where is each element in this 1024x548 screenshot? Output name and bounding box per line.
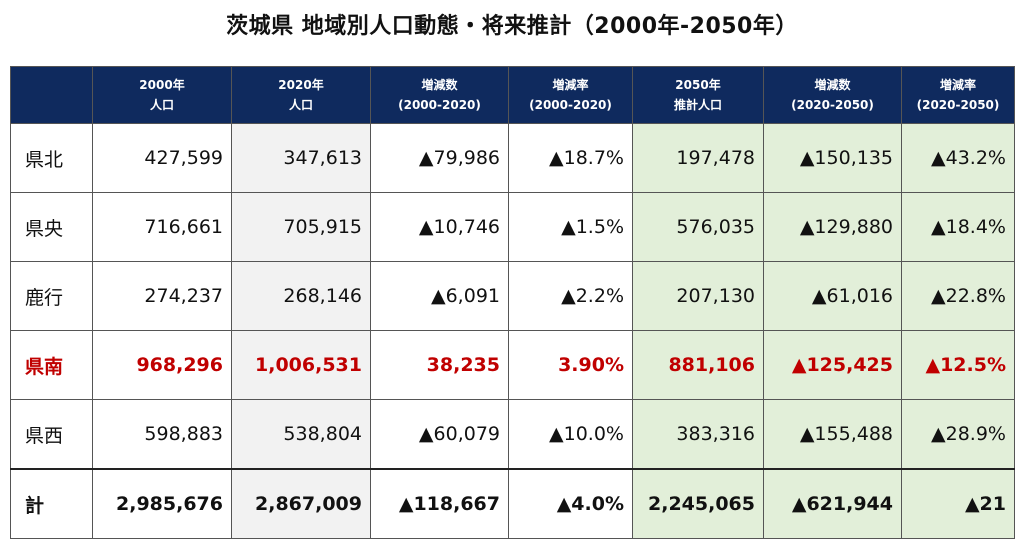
table-cell: ▲150,135 (763, 123, 902, 193)
table-cell: ▲18.4% (901, 192, 1015, 262)
table-cell: ▲6,091 (370, 261, 509, 331)
table-cell: 207,130 (632, 261, 764, 331)
page-title: 茨城県 地域別人口動態・将来推計（2000年-2050年） (226, 14, 798, 39)
table-cell: 268,146 (231, 261, 371, 331)
table-cell: ▲1.5% (508, 192, 633, 262)
table-cell: ▲18.7% (508, 123, 633, 193)
header-cell: 増減数 (2020-2050) (763, 66, 902, 124)
row-label: 計 (10, 468, 93, 539)
table-cell: ▲21 (901, 468, 1015, 539)
table-cell: 383,316 (632, 399, 764, 470)
table-cell: ▲2.2% (508, 261, 633, 331)
header-cell: 2000年 人口 (92, 66, 232, 124)
table-cell: ▲79,986 (370, 123, 509, 193)
table-cell: 968,296 (92, 330, 232, 400)
table-cell: ▲4.0% (508, 468, 633, 539)
table-cell: ▲12.5% (901, 330, 1015, 400)
table-cell: 538,804 (231, 399, 371, 470)
table-cell: 38,235 (370, 330, 509, 400)
table-cell: 2,245,065 (632, 468, 764, 539)
table-header-row: 2000年 人口 2020年 人口 増減数 (2000-2020) 増減率 (2000-… (10, 66, 1015, 124)
header-cell: 増減率 (2020-2050) (901, 66, 1015, 124)
row-label: 鹿行 (10, 261, 93, 331)
table-row: 県央 716,661 705,915 ▲10,746 ▲1.5% 576,035… (10, 192, 1015, 262)
table-cell: ▲43.2% (901, 123, 1015, 193)
header-cell: 2020年 人口 (231, 66, 371, 124)
table-row: 県北 427,599 347,613 ▲79,986 ▲18.7% 197,47… (10, 123, 1015, 193)
table-row-total: 計 2,985,676 2,867,009 ▲118,667 ▲4.0% 2,2… (10, 468, 1015, 539)
table-cell: ▲60,079 (370, 399, 509, 470)
table-row: 鹿行 274,237 268,146 ▲6,091 ▲2.2% 207,130 … (10, 261, 1015, 331)
row-label: 県北 (10, 123, 93, 193)
row-label: 県央 (10, 192, 93, 262)
table-row-highlighted: 県南 968,296 1,006,531 38,235 3.90% 881,10… (10, 330, 1015, 400)
header-cell (10, 66, 93, 124)
table-cell: 1,006,531 (231, 330, 371, 400)
table-cell: ▲129,880 (763, 192, 902, 262)
table-cell: ▲61,016 (763, 261, 902, 331)
table-cell: 2,985,676 (92, 468, 232, 539)
row-label: 県南 (10, 330, 93, 400)
table-cell: 274,237 (92, 261, 232, 331)
table-cell: ▲125,425 (763, 330, 902, 400)
table-cell: ▲10,746 (370, 192, 509, 262)
table-cell: ▲621,944 (763, 468, 902, 539)
table-cell: ▲22.8% (901, 261, 1015, 331)
table-cell: 197,478 (632, 123, 764, 193)
table-cell: 716,661 (92, 192, 232, 262)
table-cell: ▲28.9% (901, 399, 1015, 470)
table-cell: 3.90% (508, 330, 633, 400)
table-cell: 427,599 (92, 123, 232, 193)
table-cell: 576,035 (632, 192, 764, 262)
table-cell: ▲155,488 (763, 399, 902, 470)
table-cell: 881,106 (632, 330, 764, 400)
table-cell: 705,915 (231, 192, 371, 262)
table-cell: ▲118,667 (370, 468, 509, 539)
header-cell: 増減数 (2000-2020) (370, 66, 509, 124)
table-cell: 598,883 (92, 399, 232, 470)
table-cell: ▲10.0% (508, 399, 633, 470)
header-cell: 増減率 (2000-2020) (508, 66, 633, 124)
row-label: 県西 (10, 399, 93, 470)
population-table: 2000年 人口 2020年 人口 増減数 (2000-2020) 増減率 (2000-… (10, 66, 1015, 539)
table-cell: 2,867,009 (231, 468, 371, 539)
table-cell: 347,613 (231, 123, 371, 193)
header-cell: 2050年 推計人口 (632, 66, 764, 124)
table-row: 県西 598,883 538,804 ▲60,079 ▲10.0% 383,31… (10, 399, 1015, 470)
